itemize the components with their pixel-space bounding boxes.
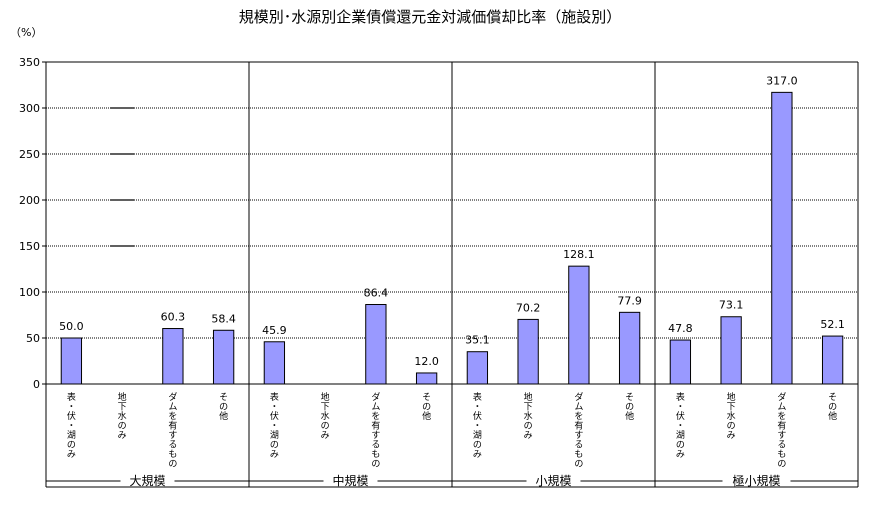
bar (60, 337, 83, 385)
y-tick-label: 150 (19, 240, 40, 253)
group-label: 中規模 (332, 473, 368, 488)
category-label: 地下水のみ (118, 391, 127, 441)
y-tick-label: 250 (19, 148, 40, 161)
data-label: 45.9 (262, 324, 287, 337)
category-label: 表・伏・湖のみ (270, 391, 279, 460)
y-axis-unit: （%） (10, 26, 42, 39)
data-label: 35.1 (465, 334, 490, 347)
bar (669, 339, 692, 385)
bar (415, 372, 438, 385)
category-label: ダムを有するもの (574, 391, 583, 470)
data-labels: 50.0 60.3 58.4 45.9 86.4 12.0 35.1 70.2 128.1 77.… (59, 74, 845, 368)
category-label: その他 (828, 392, 837, 422)
category-label: ダムを有するもの (168, 391, 177, 470)
category-label: 表・伏・湖のみ (676, 391, 685, 460)
category-label: その他 (219, 392, 228, 422)
data-label: 52.1 (820, 318, 845, 331)
bar (720, 316, 742, 385)
category-label: その他 (625, 392, 634, 422)
chart-title: 規模別･水源別企業債償還元金対減価償却比率（施設別） (239, 8, 622, 26)
group-label: 大規模 (129, 473, 165, 488)
bar (618, 311, 641, 385)
bar (771, 91, 793, 385)
data-label: 77.9 (617, 294, 642, 307)
category-label: その他 (422, 392, 431, 422)
axes: 0 50 100 150 200 250 300 350 (19, 56, 859, 488)
y-tick-label: 100 (19, 286, 40, 299)
data-label: 60.3 (161, 311, 186, 324)
category-label: 地下水のみ (321, 391, 330, 441)
data-label: 128.1 (563, 248, 595, 261)
data-label: 317.0 (766, 74, 798, 87)
bar (821, 335, 844, 385)
bar (365, 304, 387, 385)
bar (568, 265, 590, 385)
data-label: 58.4 (211, 312, 236, 325)
bar (466, 351, 489, 385)
bar (517, 318, 539, 385)
category-label: ダムを有するもの (371, 391, 380, 470)
data-label: 70.2 (516, 301, 541, 314)
data-label: 47.8 (668, 322, 693, 335)
bars (60, 91, 844, 385)
data-label: 12.0 (414, 355, 439, 368)
group-label: 極小規模 (732, 473, 780, 488)
data-label: 86.4 (364, 287, 389, 300)
category-label: 表・伏・湖のみ (473, 391, 482, 460)
bar (162, 328, 184, 385)
y-tick-label: 0 (33, 378, 40, 391)
data-label: 73.1 (719, 299, 744, 312)
group-label: 小規模 (535, 473, 571, 488)
y-tick-label: 50 (26, 332, 40, 345)
category-label: ダムを有するもの (777, 391, 786, 470)
y-tick-label: 200 (19, 194, 40, 207)
category-label: 地下水のみ (524, 391, 533, 441)
bar (212, 329, 235, 385)
category-label: 表・伏・湖のみ (67, 391, 76, 460)
y-tick-label: 350 (19, 56, 40, 69)
category-label: 地下水のみ (727, 391, 736, 441)
y-tick-label: 300 (19, 102, 40, 115)
data-label: 50.0 (59, 320, 84, 333)
bar (263, 341, 286, 385)
